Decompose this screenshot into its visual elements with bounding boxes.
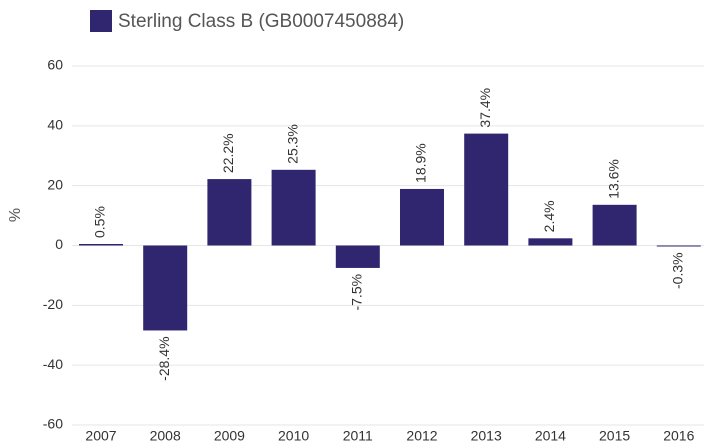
legend-label: Sterling Class B (GB0007450884) bbox=[118, 11, 404, 32]
y-tick-label: -60 bbox=[43, 416, 63, 432]
bar bbox=[271, 169, 316, 246]
bar bbox=[335, 245, 380, 268]
x-tick-label: 2010 bbox=[278, 428, 309, 444]
x-tick-label: 2013 bbox=[471, 428, 502, 444]
data-label: -28.4% bbox=[156, 336, 172, 380]
y-tick-label: 0 bbox=[55, 236, 63, 252]
bar bbox=[464, 133, 509, 246]
data-label: 18.9% bbox=[413, 143, 429, 183]
y-tick-label: -20 bbox=[43, 296, 63, 312]
y-tick-label: -40 bbox=[43, 356, 63, 372]
data-label: 37.4% bbox=[477, 88, 493, 128]
x-tick-label: 2012 bbox=[406, 428, 437, 444]
bar bbox=[400, 188, 444, 246]
data-label: -0.3% bbox=[670, 252, 686, 289]
x-tick-label: 2008 bbox=[150, 428, 181, 444]
data-label: 2.4% bbox=[541, 200, 557, 232]
y-tick-label: 20 bbox=[47, 176, 63, 192]
data-label: 13.6% bbox=[605, 159, 621, 199]
x-tick-label: 2015 bbox=[599, 428, 630, 444]
bar bbox=[79, 244, 123, 246]
y-tick-label: 40 bbox=[47, 117, 63, 133]
bar bbox=[207, 179, 252, 246]
y-tick-label: 60 bbox=[47, 57, 63, 73]
x-tick-label: 2007 bbox=[85, 428, 116, 444]
x-tick-label: 2016 bbox=[663, 428, 694, 444]
x-tick-label: 2009 bbox=[214, 428, 245, 444]
y-axis-label: % bbox=[7, 208, 24, 222]
data-label: 22.2% bbox=[220, 133, 236, 173]
bar bbox=[528, 238, 573, 246]
x-tick-label: 2014 bbox=[535, 428, 566, 444]
data-label: 0.5% bbox=[92, 206, 108, 238]
bar bbox=[656, 245, 701, 247]
legend-swatch bbox=[90, 10, 112, 32]
data-label: 25.3% bbox=[284, 124, 300, 164]
bar bbox=[592, 204, 637, 246]
bar bbox=[143, 245, 188, 331]
data-label: -7.5% bbox=[349, 274, 365, 311]
x-tick-label: 2011 bbox=[343, 428, 373, 444]
